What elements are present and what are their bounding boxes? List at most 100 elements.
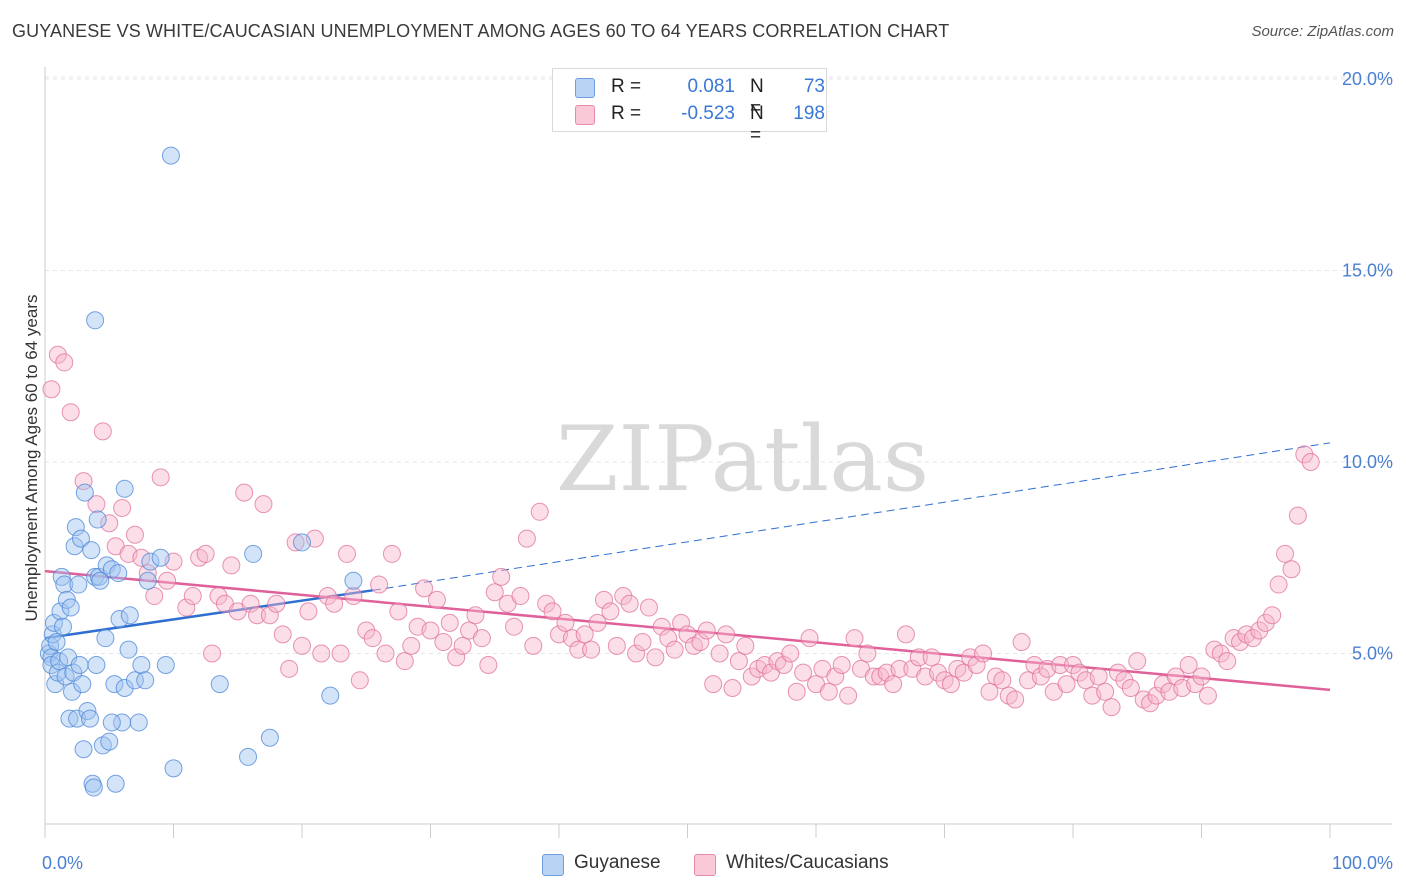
legend-n-value: 198 (793, 103, 825, 124)
legend-r-value: -0.523 (681, 103, 735, 124)
legend-swatch-guyanese (575, 78, 595, 98)
whites-point (415, 579, 434, 598)
guyanese-trend-extension (372, 442, 1331, 591)
whites-point (337, 544, 356, 563)
guyanese-point (87, 655, 106, 674)
whites-point (1288, 506, 1307, 525)
whites-point (113, 498, 132, 517)
whites-point (132, 548, 151, 567)
whites-point (1269, 575, 1288, 594)
guyanese-point (239, 747, 258, 766)
whites-point (1070, 663, 1089, 682)
whites-point (357, 621, 376, 640)
whites-point (704, 675, 723, 694)
whites-point (639, 598, 658, 617)
guyanese-point (102, 713, 121, 732)
guyanese-point (138, 571, 157, 590)
whites-point (929, 663, 948, 682)
guyanese-point (156, 655, 175, 674)
whites-point (1282, 560, 1301, 579)
whites-point (1102, 698, 1121, 717)
whites-point (453, 636, 472, 655)
whites-point (273, 625, 292, 644)
whites-point (543, 602, 562, 621)
grid-lines (45, 76, 1392, 654)
whites-point (1089, 667, 1108, 686)
whites-point (659, 629, 678, 648)
whites-point (100, 514, 119, 533)
x-tick-label: 0.0% (42, 853, 83, 873)
guyanese-point (115, 479, 134, 498)
whites-point (511, 587, 530, 606)
whites-point (736, 636, 755, 655)
whites-point (1192, 667, 1211, 686)
whites-point (42, 380, 61, 399)
whites-point (1250, 621, 1269, 640)
guyanese-point (53, 617, 72, 636)
guyanese-point (136, 671, 155, 690)
whites-point (1051, 655, 1070, 674)
guyanese-point (110, 610, 129, 629)
whites-point (665, 640, 684, 659)
legend-swatch-whites (575, 105, 595, 125)
whites-point (774, 655, 793, 674)
whites-point (1012, 633, 1031, 652)
whites-point (183, 587, 202, 606)
whites-point (145, 587, 164, 606)
whites-point (1276, 544, 1295, 563)
whites-point (652, 617, 671, 636)
whites-point (530, 502, 549, 521)
guyanese-point (80, 709, 99, 728)
whites-point (74, 472, 93, 491)
guyanese-point (75, 483, 94, 502)
whites-point (691, 633, 710, 652)
guyanese-point (164, 759, 183, 778)
whites-point (177, 598, 196, 617)
whites-point (967, 655, 986, 674)
guyanese-point (210, 675, 229, 694)
whites-point (794, 663, 813, 682)
whites-point (556, 613, 575, 632)
whites-point (826, 667, 845, 686)
whites-point (672, 613, 691, 632)
whites-point (492, 567, 511, 586)
whites-point (1186, 675, 1205, 694)
whites-point (125, 525, 144, 544)
x-tick-label: 100.0% (1332, 853, 1393, 873)
guyanese-point (50, 652, 69, 671)
axes (44, 67, 1392, 838)
whites-point (993, 671, 1012, 690)
whites-point (382, 544, 401, 563)
y-tick-label: 15.0% (1342, 261, 1393, 281)
whites-point (350, 671, 369, 690)
whites-point (517, 529, 536, 548)
whites-point (61, 403, 80, 422)
whites-point (344, 587, 363, 606)
whites-point (325, 594, 344, 613)
whites-point (710, 644, 729, 663)
legend-n-label: N = (750, 76, 764, 119)
guyanese-point (60, 709, 79, 728)
whites-point (941, 675, 960, 694)
whites-point (299, 602, 318, 621)
whites-point (1141, 694, 1160, 713)
guyanese-point (74, 740, 93, 759)
legend-r-label: R = (611, 76, 642, 97)
whites-point (485, 583, 504, 602)
whites-point (1166, 667, 1185, 686)
whites-point (235, 483, 254, 502)
guyanese-point (61, 598, 80, 617)
whites-point (434, 633, 453, 652)
whites-point (318, 587, 337, 606)
whites-point (1243, 629, 1262, 648)
whites-point (1256, 613, 1275, 632)
bottom-legend-label-whites: Whites/Caucasians (726, 852, 889, 873)
trend-lines (44, 442, 1331, 692)
guyanese-point (96, 629, 115, 648)
whites-point (293, 636, 311, 655)
whites-point (1218, 652, 1237, 671)
whites-point (472, 629, 491, 648)
whites-point (427, 590, 446, 609)
whites-point (421, 621, 440, 640)
guyanese-point (62, 682, 81, 701)
